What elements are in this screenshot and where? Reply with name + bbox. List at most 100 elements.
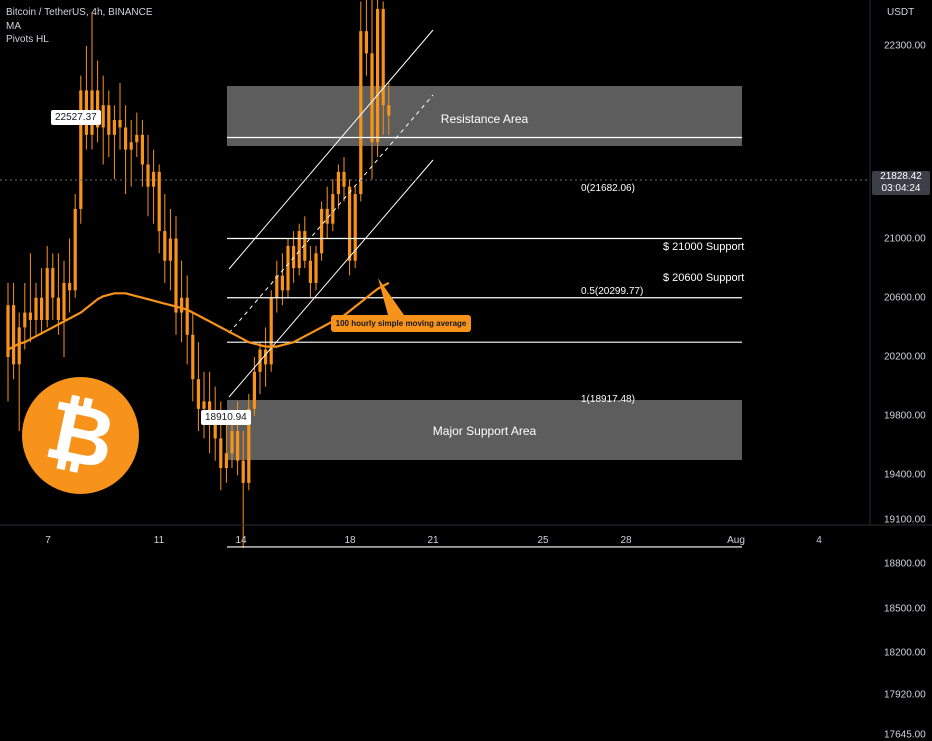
- candle-body: [152, 171, 156, 187]
- candle-body: [269, 297, 273, 365]
- candle-body: [174, 238, 178, 313]
- support-zone: [227, 400, 742, 460]
- candle-body: [107, 105, 111, 135]
- candle-body: [325, 208, 329, 224]
- candle-body: [124, 127, 128, 150]
- candle-body: [286, 245, 290, 291]
- support-20600-label: $ 20600 Support: [663, 272, 745, 284]
- candle-body: [370, 53, 374, 143]
- candle-body: [56, 297, 60, 320]
- candle-body: [40, 297, 44, 320]
- price-tick: 22300.00: [884, 40, 926, 52]
- candle-body: [320, 208, 324, 254]
- pivot-low-label: 18910.94: [201, 410, 251, 425]
- price-axis-unit: USDT: [887, 7, 915, 18]
- candle-body: [241, 460, 245, 483]
- candle-body: [275, 275, 279, 298]
- candle-body: [364, 31, 368, 54]
- candle-body: [68, 282, 72, 291]
- price-tick: 17920.00: [884, 689, 926, 701]
- candle-body: [73, 208, 77, 291]
- time-tick: 14: [235, 535, 247, 546]
- price-tick: 20200.00: [884, 351, 926, 363]
- candle-body: [280, 275, 284, 291]
- indicator-ma[interactable]: MA: [6, 21, 21, 32]
- channel-lower-line: [228, 159, 434, 398]
- bitcoin-logo: ₿: [22, 377, 139, 494]
- bitcoin-icon: ₿: [37, 382, 124, 489]
- pivot-high-label: 22527.37: [51, 110, 101, 125]
- current-price-value: 21828.42: [880, 171, 922, 182]
- candle-body: [118, 120, 122, 128]
- candle-body: [180, 297, 184, 313]
- candle-body: [297, 231, 301, 269]
- candle-body: [331, 194, 335, 224]
- channel-upper-line: [228, 29, 434, 270]
- candle-body: [185, 297, 189, 335]
- candle-body: [219, 438, 223, 469]
- candle-body: [129, 142, 133, 150]
- candle-body: [135, 134, 139, 143]
- fib-1-label: 1(18917.48): [581, 394, 635, 405]
- price-tick: 19800.00: [884, 410, 926, 422]
- resistance-zone: [227, 86, 742, 146]
- candle-body: [359, 31, 363, 195]
- candle-body: [34, 297, 38, 320]
- candle-body: [247, 408, 251, 483]
- candle-body: [168, 238, 172, 261]
- current-price-badge: 21828.42 03:04:24: [872, 171, 930, 195]
- price-tick: 19400.00: [884, 469, 926, 481]
- callout-pointer: [378, 278, 404, 315]
- candle-body: [96, 90, 100, 128]
- price-tick: 18500.00: [884, 603, 926, 615]
- candle-body: [230, 431, 234, 454]
- price-tick: 18800.00: [884, 558, 926, 570]
- candle-body: [303, 231, 307, 261]
- candle-body: [224, 453, 228, 469]
- candle-body: [157, 171, 161, 232]
- candle-body: [62, 282, 66, 320]
- candle-body: [213, 423, 217, 439]
- candle-body: [140, 134, 144, 165]
- candle-body: [381, 8, 385, 106]
- candle-body: [163, 231, 167, 261]
- candle-body: [342, 171, 346, 187]
- fib-05-label: 0.5(20299.77): [581, 286, 644, 297]
- candle-body: [264, 349, 268, 365]
- time-tick: 21: [427, 535, 439, 546]
- candle-body: [196, 379, 200, 409]
- ma-callout: 100 hourly simple moving average: [331, 315, 471, 332]
- price-tick: 19100.00: [884, 514, 926, 526]
- support-21000-label: $ 21000 Support: [663, 241, 745, 253]
- price-chart[interactable]: [0, 0, 932, 550]
- time-tick: 4: [816, 535, 822, 546]
- candle-body: [252, 371, 256, 409]
- indicator-pivots[interactable]: Pivots HL: [6, 34, 49, 45]
- candle-body: [308, 260, 312, 283]
- candle-body: [45, 268, 49, 320]
- candle-body: [353, 194, 357, 261]
- candle-body: [17, 327, 21, 365]
- candle-body: [6, 305, 10, 357]
- symbol-title[interactable]: Bitcoin / TetherUS, 4h, BINANCE: [6, 7, 153, 18]
- candle-body: [112, 120, 116, 135]
- time-tick: Aug: [727, 535, 745, 546]
- candle-body: [387, 105, 391, 116]
- price-tick: 18200.00: [884, 647, 926, 659]
- support-area-label: Major Support Area: [432, 424, 537, 438]
- moving-average-line: [7, 281, 390, 351]
- bar-countdown: 03:04:24: [881, 183, 921, 194]
- candle-body: [101, 105, 105, 128]
- candle-body: [28, 312, 32, 320]
- fib-0-label: 0(21682.06): [581, 183, 635, 194]
- candle-body: [236, 431, 240, 461]
- time-tick: 18: [344, 535, 356, 546]
- candle-body: [12, 305, 16, 365]
- candle-body: [79, 90, 83, 209]
- resistance-area-label: Resistance Area: [440, 112, 529, 126]
- price-tick: 21000.00: [884, 233, 926, 244]
- candle-body: [146, 164, 150, 187]
- candle-body: [314, 253, 318, 283]
- candle-body: [23, 312, 27, 328]
- candle-body: [191, 334, 195, 380]
